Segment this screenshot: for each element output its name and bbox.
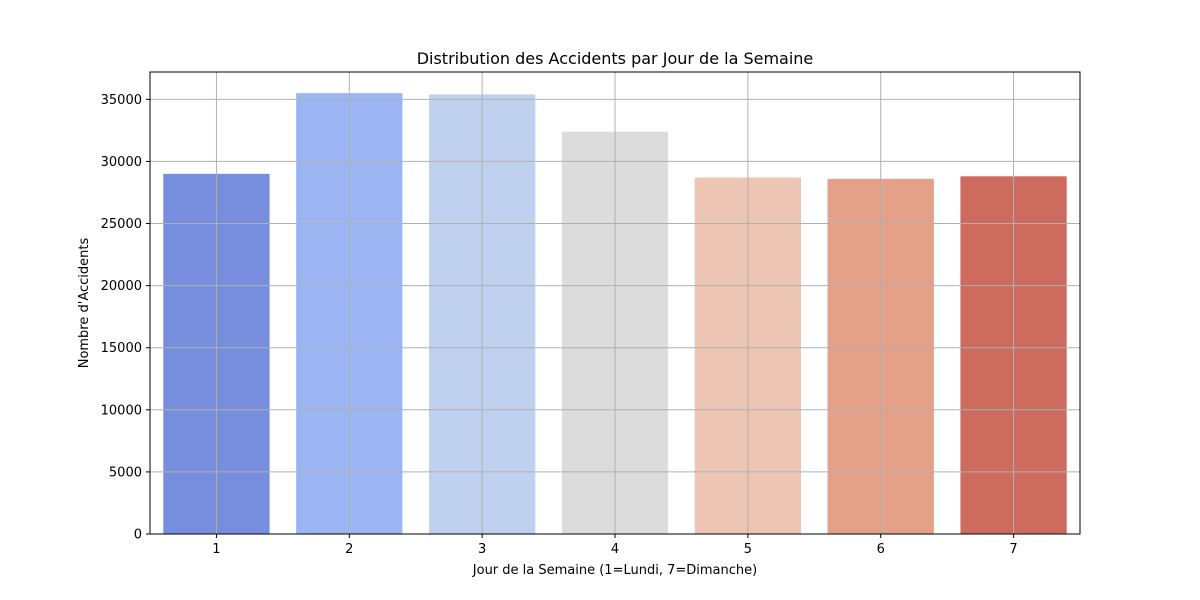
x-tick-label: 4 [611,542,619,557]
y-tick-label: 5000 [109,465,142,480]
y-tick-label: 25000 [101,217,142,232]
x-axis-ticks: 1 2 3 4 5 6 7 [212,534,1018,557]
x-tick-label: 2 [345,542,353,557]
chart-title: Distribution des Accidents par Jour de l… [417,49,814,68]
y-tick-label: 10000 [101,403,142,418]
x-tick-label: 3 [478,542,486,557]
x-tick-label: 6 [877,542,885,557]
y-tick-label: 35000 [101,93,142,108]
x-tick-label: 5 [744,542,752,557]
grid-lines-overlay [150,72,1080,535]
x-axis-label: Jour de la Semaine (1=Lundi, 7=Dimanche) [472,563,757,578]
y-tick-label: 20000 [101,279,142,294]
y-tick-label: 15000 [101,341,142,356]
y-tick-label: 30000 [101,155,142,170]
y-tick-label: 0 [134,528,142,543]
x-tick-label: 1 [212,542,220,557]
y-axis-ticks: 0 5000 10000 15000 20000 25000 30000 35000 [101,93,150,543]
y-axis-label: Nombre d'Accidents [77,238,92,369]
x-tick-label: 7 [1009,542,1017,557]
